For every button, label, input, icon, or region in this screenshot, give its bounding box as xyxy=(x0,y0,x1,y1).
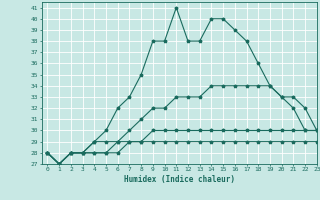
X-axis label: Humidex (Indice chaleur): Humidex (Indice chaleur) xyxy=(124,175,235,184)
